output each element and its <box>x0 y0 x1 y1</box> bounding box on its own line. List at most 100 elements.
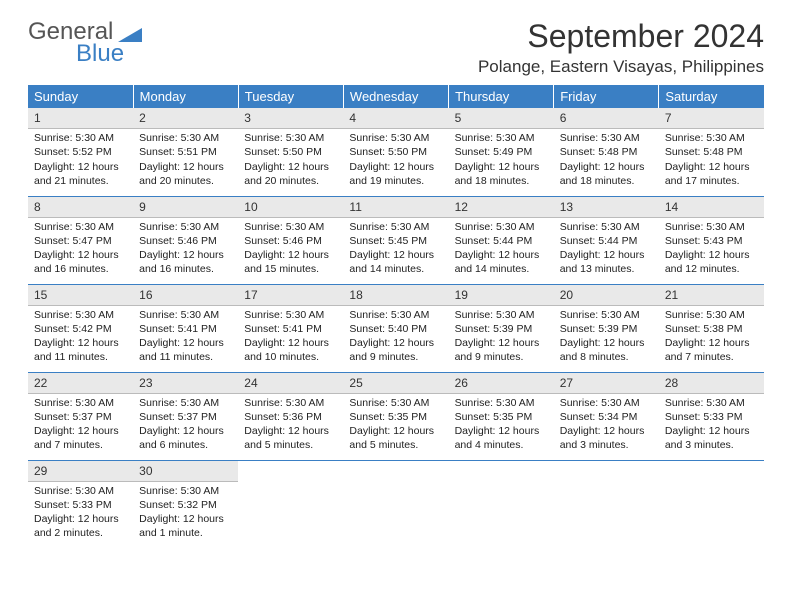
day-number: 13 <box>554 197 659 218</box>
daylight-line: Daylight: 12 hours and 5 minutes. <box>244 424 337 452</box>
calendar-day-cell: 10Sunrise: 5:30 AMSunset: 5:46 PMDayligh… <box>238 196 343 284</box>
day-details: Sunrise: 5:30 AMSunset: 5:37 PMDaylight:… <box>28 394 133 455</box>
day-number: 7 <box>659 108 764 129</box>
sunset-line: Sunset: 5:44 PM <box>455 234 548 248</box>
sunset-line: Sunset: 5:48 PM <box>560 145 653 159</box>
sunset-line: Sunset: 5:35 PM <box>455 410 548 424</box>
daylight-line: Daylight: 12 hours and 17 minutes. <box>665 160 758 188</box>
calendar-day-cell: 15Sunrise: 5:30 AMSunset: 5:42 PMDayligh… <box>28 284 133 372</box>
daylight-line: Daylight: 12 hours and 8 minutes. <box>560 336 653 364</box>
day-header: Sunday <box>28 85 133 108</box>
day-details: Sunrise: 5:30 AMSunset: 5:46 PMDaylight:… <box>133 218 238 279</box>
daylight-line: Daylight: 12 hours and 18 minutes. <box>455 160 548 188</box>
calendar-day-cell: 16Sunrise: 5:30 AMSunset: 5:41 PMDayligh… <box>133 284 238 372</box>
sunrise-line: Sunrise: 5:30 AM <box>34 131 127 145</box>
calendar-day-cell: 3Sunrise: 5:30 AMSunset: 5:50 PMDaylight… <box>238 108 343 196</box>
day-details: Sunrise: 5:30 AMSunset: 5:34 PMDaylight:… <box>554 394 659 455</box>
day-number: 17 <box>238 285 343 306</box>
sunset-line: Sunset: 5:38 PM <box>665 322 758 336</box>
logo: General Blue <box>28 18 144 68</box>
daylight-line: Daylight: 12 hours and 7 minutes. <box>34 424 127 452</box>
calendar-empty-cell <box>554 460 659 548</box>
day-details: Sunrise: 5:30 AMSunset: 5:51 PMDaylight:… <box>133 129 238 190</box>
sunset-line: Sunset: 5:42 PM <box>34 322 127 336</box>
sunset-line: Sunset: 5:43 PM <box>665 234 758 248</box>
calendar-day-cell: 2Sunrise: 5:30 AMSunset: 5:51 PMDaylight… <box>133 108 238 196</box>
sunrise-line: Sunrise: 5:30 AM <box>244 396 337 410</box>
calendar-day-cell: 24Sunrise: 5:30 AMSunset: 5:36 PMDayligh… <box>238 372 343 460</box>
daylight-line: Daylight: 12 hours and 20 minutes. <box>139 160 232 188</box>
day-number: 15 <box>28 285 133 306</box>
calendar-day-cell: 11Sunrise: 5:30 AMSunset: 5:45 PMDayligh… <box>343 196 448 284</box>
calendar-day-cell: 30Sunrise: 5:30 AMSunset: 5:32 PMDayligh… <box>133 460 238 548</box>
calendar-empty-cell <box>238 460 343 548</box>
sunset-line: Sunset: 5:49 PM <box>455 145 548 159</box>
day-number: 20 <box>554 285 659 306</box>
daylight-line: Daylight: 12 hours and 9 minutes. <box>349 336 442 364</box>
day-details: Sunrise: 5:30 AMSunset: 5:42 PMDaylight:… <box>28 306 133 367</box>
sunset-line: Sunset: 5:40 PM <box>349 322 442 336</box>
calendar-day-cell: 9Sunrise: 5:30 AMSunset: 5:46 PMDaylight… <box>133 196 238 284</box>
daylight-line: Daylight: 12 hours and 12 minutes. <box>665 248 758 276</box>
sunrise-line: Sunrise: 5:30 AM <box>665 131 758 145</box>
calendar-empty-cell <box>659 460 764 548</box>
day-details: Sunrise: 5:30 AMSunset: 5:41 PMDaylight:… <box>238 306 343 367</box>
day-details: Sunrise: 5:30 AMSunset: 5:41 PMDaylight:… <box>133 306 238 367</box>
day-details: Sunrise: 5:30 AMSunset: 5:43 PMDaylight:… <box>659 218 764 279</box>
calendar-empty-cell <box>343 460 448 548</box>
sunrise-line: Sunrise: 5:30 AM <box>244 308 337 322</box>
day-number: 27 <box>554 373 659 394</box>
daylight-line: Daylight: 12 hours and 9 minutes. <box>455 336 548 364</box>
day-number: 16 <box>133 285 238 306</box>
day-number: 1 <box>28 108 133 129</box>
sunset-line: Sunset: 5:37 PM <box>34 410 127 424</box>
day-number: 3 <box>238 108 343 129</box>
sunrise-line: Sunrise: 5:30 AM <box>665 220 758 234</box>
sunset-line: Sunset: 5:33 PM <box>34 498 127 512</box>
daylight-line: Daylight: 12 hours and 18 minutes. <box>560 160 653 188</box>
day-details: Sunrise: 5:30 AMSunset: 5:48 PMDaylight:… <box>659 129 764 190</box>
calendar-day-cell: 12Sunrise: 5:30 AMSunset: 5:44 PMDayligh… <box>449 196 554 284</box>
day-details: Sunrise: 5:30 AMSunset: 5:36 PMDaylight:… <box>238 394 343 455</box>
sunrise-line: Sunrise: 5:30 AM <box>455 396 548 410</box>
sunrise-line: Sunrise: 5:30 AM <box>560 220 653 234</box>
day-number: 14 <box>659 197 764 218</box>
day-details: Sunrise: 5:30 AMSunset: 5:33 PMDaylight:… <box>28 482 133 543</box>
calendar-day-cell: 29Sunrise: 5:30 AMSunset: 5:33 PMDayligh… <box>28 460 133 548</box>
day-number: 25 <box>343 373 448 394</box>
daylight-line: Daylight: 12 hours and 3 minutes. <box>665 424 758 452</box>
calendar-week-row: 1Sunrise: 5:30 AMSunset: 5:52 PMDaylight… <box>28 108 764 196</box>
daylight-line: Daylight: 12 hours and 10 minutes. <box>244 336 337 364</box>
daylight-line: Daylight: 12 hours and 7 minutes. <box>665 336 758 364</box>
day-details: Sunrise: 5:30 AMSunset: 5:35 PMDaylight:… <box>449 394 554 455</box>
day-details: Sunrise: 5:30 AMSunset: 5:47 PMDaylight:… <box>28 218 133 279</box>
sunrise-line: Sunrise: 5:30 AM <box>34 220 127 234</box>
day-number: 18 <box>343 285 448 306</box>
daylight-line: Daylight: 12 hours and 5 minutes. <box>349 424 442 452</box>
daylight-line: Daylight: 12 hours and 11 minutes. <box>34 336 127 364</box>
day-details: Sunrise: 5:30 AMSunset: 5:39 PMDaylight:… <box>449 306 554 367</box>
sunrise-line: Sunrise: 5:30 AM <box>34 308 127 322</box>
day-header: Monday <box>133 85 238 108</box>
calendar-day-cell: 14Sunrise: 5:30 AMSunset: 5:43 PMDayligh… <box>659 196 764 284</box>
day-details: Sunrise: 5:30 AMSunset: 5:38 PMDaylight:… <box>659 306 764 367</box>
sunrise-line: Sunrise: 5:30 AM <box>34 396 127 410</box>
calendar-day-cell: 27Sunrise: 5:30 AMSunset: 5:34 PMDayligh… <box>554 372 659 460</box>
day-details: Sunrise: 5:30 AMSunset: 5:50 PMDaylight:… <box>343 129 448 190</box>
calendar-day-cell: 13Sunrise: 5:30 AMSunset: 5:44 PMDayligh… <box>554 196 659 284</box>
calendar-week-row: 22Sunrise: 5:30 AMSunset: 5:37 PMDayligh… <box>28 372 764 460</box>
title-block: September 2024 Polange, Eastern Visayas,… <box>478 18 764 77</box>
day-details: Sunrise: 5:30 AMSunset: 5:39 PMDaylight:… <box>554 306 659 367</box>
day-header: Thursday <box>449 85 554 108</box>
day-number: 29 <box>28 461 133 482</box>
sunset-line: Sunset: 5:39 PM <box>560 322 653 336</box>
day-details: Sunrise: 5:30 AMSunset: 5:35 PMDaylight:… <box>343 394 448 455</box>
sunset-line: Sunset: 5:48 PM <box>665 145 758 159</box>
day-number: 26 <box>449 373 554 394</box>
day-details: Sunrise: 5:30 AMSunset: 5:48 PMDaylight:… <box>554 129 659 190</box>
daylight-line: Daylight: 12 hours and 14 minutes. <box>349 248 442 276</box>
sunrise-line: Sunrise: 5:30 AM <box>139 308 232 322</box>
day-number: 30 <box>133 461 238 482</box>
sunrise-line: Sunrise: 5:30 AM <box>455 308 548 322</box>
calendar-day-cell: 23Sunrise: 5:30 AMSunset: 5:37 PMDayligh… <box>133 372 238 460</box>
